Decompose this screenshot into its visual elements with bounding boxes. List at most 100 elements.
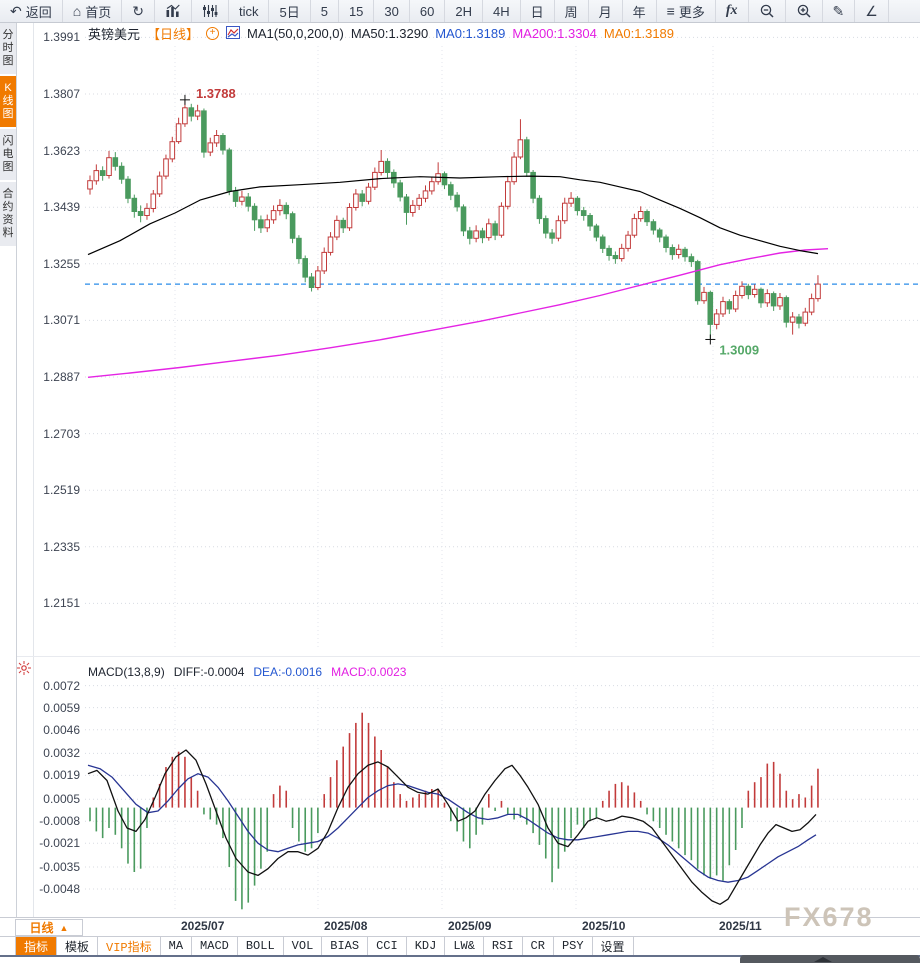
candle-body bbox=[245, 196, 251, 207]
candle-body bbox=[99, 170, 106, 177]
indicator-tab-MA[interactable]: MA bbox=[161, 937, 193, 955]
indicator-tab-CCI[interactable]: CCI bbox=[368, 937, 407, 955]
top-toolbar: ↶ 返回 ⌂ 首页 ↻ tick 5日 5 15 30 60 2H 4H 日周月年 ≡ 更多 fx ✎ ∠ bbox=[0, 0, 920, 23]
angle-icon: ∠ bbox=[865, 3, 878, 19]
candle-body bbox=[574, 197, 581, 212]
toolbar-interval-tick-button[interactable]: tick bbox=[229, 0, 270, 22]
toolbar-interval-5d-button[interactable]: 5日 bbox=[269, 0, 311, 22]
candle-body bbox=[745, 285, 752, 296]
toolbar-interval-day-button[interactable]: 日 bbox=[521, 0, 555, 22]
collapse-handle[interactable] bbox=[740, 955, 920, 963]
candle-body bbox=[403, 196, 410, 213]
price-axis-label: 1.3255 bbox=[43, 256, 80, 271]
candle-body bbox=[530, 171, 536, 199]
candle-body bbox=[144, 207, 150, 216]
candle-body bbox=[296, 237, 302, 260]
candle-body bbox=[226, 149, 233, 192]
toolbar-interval-year-button[interactable]: 年 bbox=[623, 0, 657, 22]
candle-body bbox=[498, 205, 505, 236]
candle-body bbox=[688, 256, 695, 263]
pencil-icon: ✎ bbox=[832, 3, 845, 19]
period-selector[interactable]: 日线 ▲ bbox=[15, 919, 83, 936]
indicator-tab-BOLL[interactable]: BOLL bbox=[238, 937, 284, 955]
ma50-value: MA50:1.3290 bbox=[350, 26, 429, 41]
toolbar-interval-30-button[interactable]: 30 bbox=[374, 0, 410, 22]
macd-axis-label: -0.0035 bbox=[39, 859, 80, 874]
indicator-tab-RSI[interactable]: RSI bbox=[484, 937, 523, 955]
indicator-tab-BIAS[interactable]: BIAS bbox=[322, 937, 369, 955]
macd-pane-header: MACD(13,8,9) DIFF:-0.0004 DEA:-0.0016 MA… bbox=[88, 665, 406, 679]
candle-body bbox=[492, 223, 498, 236]
sliders-icon bbox=[202, 4, 218, 18]
toolbar-indicator-bars-button[interactable] bbox=[192, 0, 229, 22]
candle-body bbox=[713, 313, 720, 325]
toolbar-refresh-button[interactable]: ↻ bbox=[122, 0, 155, 22]
candle-body bbox=[720, 301, 726, 315]
sidebar-item-K线图[interactable]: K线图 bbox=[0, 76, 16, 129]
indicator-tab-CR[interactable]: CR bbox=[523, 937, 554, 955]
indicator-tab-LW&[interactable]: LW& bbox=[445, 937, 484, 955]
indicator-tab-MACD[interactable]: MACD bbox=[192, 937, 238, 955]
indicator-tab-PSY[interactable]: PSY bbox=[554, 937, 593, 955]
toolbar-interval-4h-button[interactable]: 4H bbox=[483, 0, 521, 22]
toolbar-interval-60-button[interactable]: 60 bbox=[410, 0, 446, 22]
candle-body bbox=[612, 255, 619, 260]
toolbar-interval-week-button[interactable]: 周 bbox=[555, 0, 589, 22]
candle-body bbox=[669, 247, 676, 256]
candle-body bbox=[410, 204, 416, 213]
indicator-tab-VIP指标[interactable]: VIP指标 bbox=[98, 937, 161, 955]
circle-plus-icon[interactable]: + bbox=[206, 27, 220, 40]
price-axis-label: 1.3807 bbox=[43, 87, 80, 101]
toolbar-zoom-out-button[interactable] bbox=[749, 0, 786, 22]
candle-body bbox=[593, 225, 600, 238]
price-pane-header: 英镑美元 【日线】 + MA1(50,0,200,0) MA50:1.3290 … bbox=[88, 24, 674, 43]
chart-style-icon[interactable] bbox=[226, 25, 241, 42]
candle-body bbox=[188, 107, 195, 117]
price-axis-label: 1.2519 bbox=[43, 483, 80, 498]
indicator-tab-指标[interactable]: 指标 bbox=[15, 937, 58, 955]
candle-body bbox=[131, 197, 138, 213]
dea-line bbox=[87, 764, 817, 883]
toolbar-more-button[interactable]: ≡ 更多 bbox=[657, 0, 716, 22]
indicator-tab-VOL[interactable]: VOL bbox=[284, 937, 323, 955]
toolbar-interval-month-button[interactable]: 月 bbox=[589, 0, 623, 22]
candle-body bbox=[137, 211, 144, 216]
pane-divider bbox=[17, 656, 920, 657]
sidebar-item-合约资料[interactable]: 合约资料 bbox=[0, 182, 16, 248]
home-icon: ⌂ bbox=[72, 3, 82, 19]
indicator-tab-模板[interactable]: 模板 bbox=[57, 937, 99, 955]
toolbar-trend-tool-button[interactable]: ∠ bbox=[855, 0, 889, 22]
toolbar-home-button[interactable]: ⌂ 首页 bbox=[63, 0, 123, 22]
toolbar-zoom-in-button[interactable] bbox=[786, 0, 823, 22]
sidebar-item-分时图[interactable]: 分时图 bbox=[0, 23, 16, 76]
toolbar-draw-button[interactable]: ✎ bbox=[823, 0, 856, 22]
candle-body bbox=[682, 248, 688, 258]
candle-body bbox=[675, 248, 682, 256]
candle-body bbox=[796, 316, 802, 324]
candle-body bbox=[625, 234, 631, 249]
toolbar-back-button[interactable]: ↶ 返回 bbox=[0, 0, 63, 22]
toolbar-interval-day-label: 日 bbox=[530, 4, 544, 20]
menu-icon: ≡ bbox=[666, 3, 675, 19]
candle-body bbox=[182, 107, 188, 125]
sidebar-item-闪电图[interactable]: 闪电图 bbox=[0, 129, 16, 182]
toolbar-interval-2h-button[interactable]: 2H bbox=[445, 0, 483, 22]
toolbar-interval-30-label: 30 bbox=[384, 3, 399, 19]
candle-body bbox=[454, 194, 460, 208]
candle-body bbox=[631, 218, 638, 236]
candle-body bbox=[656, 229, 663, 238]
watermark: FX678 bbox=[784, 902, 874, 932]
indicator-tab-KDJ[interactable]: KDJ bbox=[407, 937, 446, 955]
x-axis-label: 2025/10 bbox=[582, 919, 626, 933]
candle-body bbox=[637, 211, 644, 220]
toolbar-chart-type-button[interactable] bbox=[155, 0, 192, 22]
toolbar-interval-15-button[interactable]: 15 bbox=[339, 0, 375, 22]
candle-body bbox=[808, 298, 815, 313]
candle-body bbox=[365, 186, 372, 202]
toolbar-interval-5-button[interactable]: 5 bbox=[311, 0, 339, 22]
refresh-icon: ↻ bbox=[132, 3, 144, 19]
candle-body bbox=[562, 202, 568, 222]
toolbar-formula-button[interactable]: fx bbox=[716, 0, 749, 22]
indicator-tab-设置[interactable]: 设置 bbox=[593, 937, 634, 955]
toolbar-interval-5-label: 5 bbox=[320, 3, 328, 19]
